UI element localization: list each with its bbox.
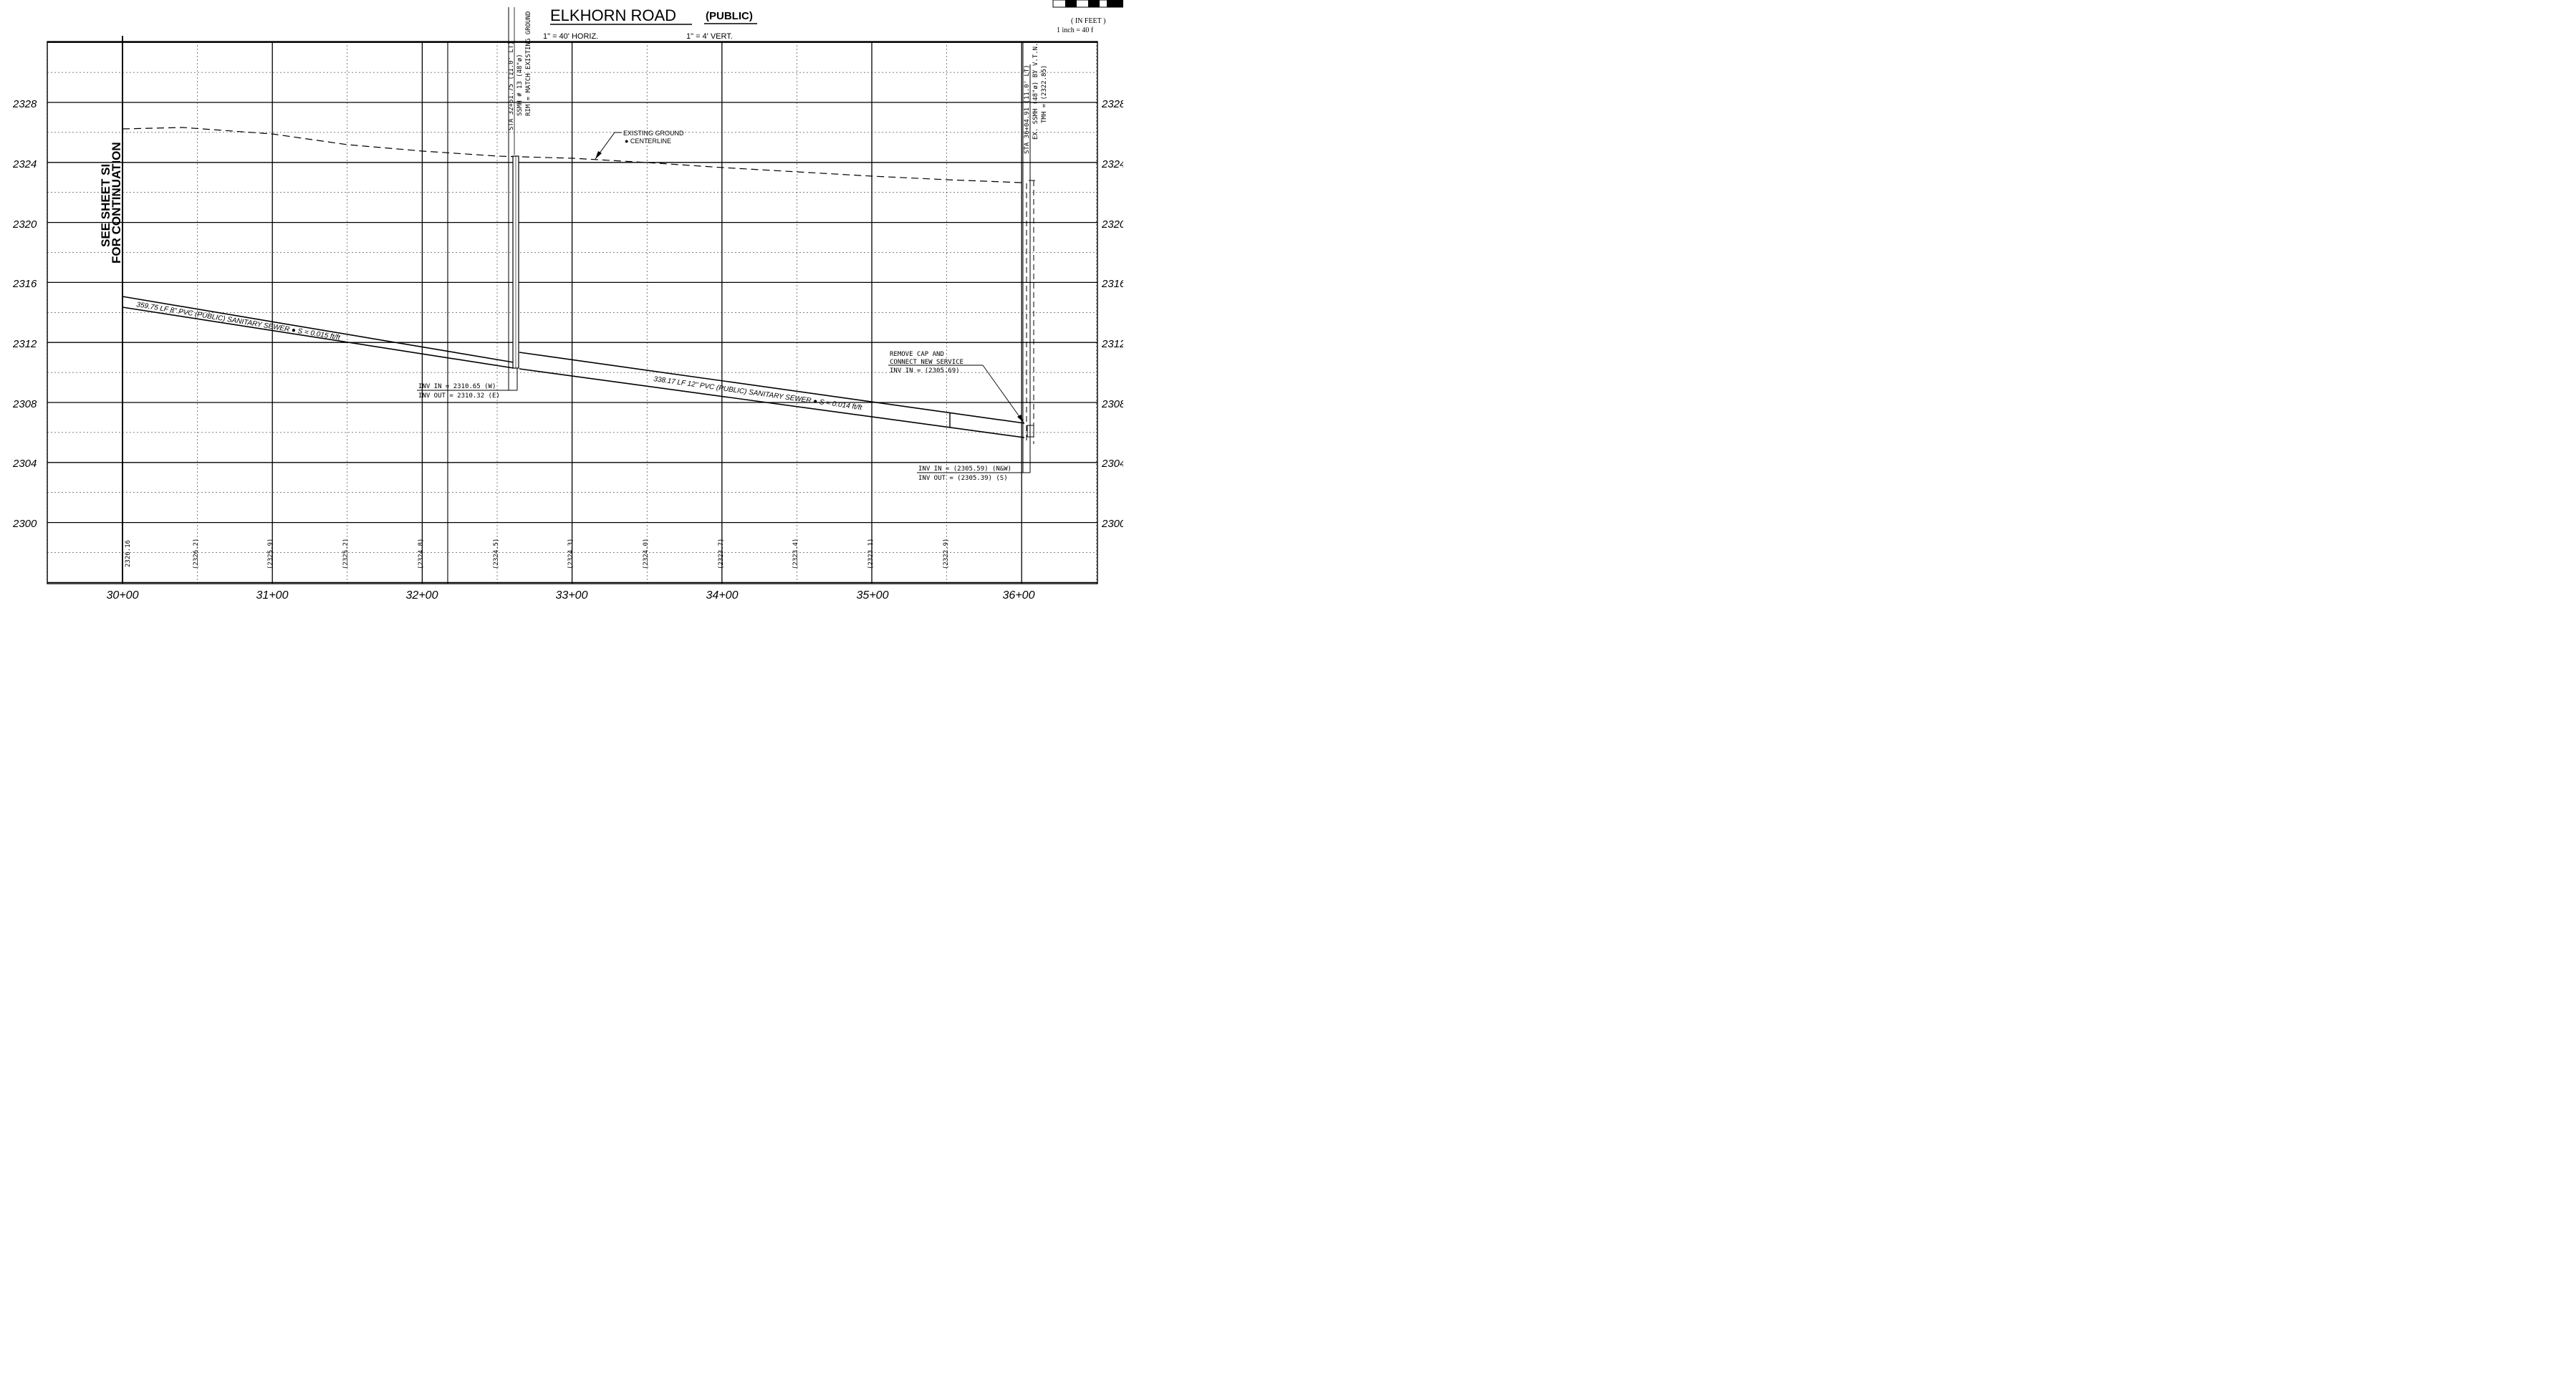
elevation-label: 2304 — [1101, 458, 1123, 470]
manhole-2-id: EX. SSMH (48"ø) BY V.T.N. — [1032, 43, 1039, 140]
elevation-label: 2320 — [12, 218, 37, 231]
ground-elevation: (2324.0) — [643, 539, 650, 569]
existing-ground-profile — [122, 127, 1022, 183]
elevation-label: 2316 — [1101, 278, 1123, 290]
station-label: 34+00 — [706, 589, 739, 602]
elevation-label: 2324 — [12, 158, 37, 170]
horizontal-scale-note: 1" = 40' HORIZ. — [543, 32, 598, 41]
manhole-1-station: STA 32+61.75 (11.0' LT) — [508, 41, 515, 130]
elevation-label: 2300 — [1101, 518, 1123, 530]
pipe-8in-label: 359.75 LF 8" PVC (PUBLIC) SANITARY SEWER… — [136, 301, 342, 342]
pipe-12in-pvc — [519, 352, 1025, 438]
elevation-label: 2328 — [12, 98, 37, 110]
ground-elevation: (2323.7) — [718, 539, 725, 569]
manhole-2-invert-in: INV IN = (2305.59) (N&W) — [918, 465, 1011, 473]
service-note-line1: REMOVE CAP AND — [890, 351, 944, 358]
ground-elevation: 2326.16 — [125, 540, 132, 567]
sewer-profile-drawing: ELKHORN ROAD (PUBLIC) 1" = 40' HORIZ. 1"… — [12, 0, 1123, 602]
station-label: 32+00 — [406, 589, 438, 602]
ground-elevation: (2325.9) — [267, 539, 274, 569]
elevation-label: 2300 — [12, 518, 37, 530]
manhole-2-rim: TMH = (2322.85) — [1041, 65, 1048, 123]
profile-subtitle: (PUBLIC) — [706, 10, 753, 22]
manhole-2-station: STA 36+04.91 (11.0' LT) — [1024, 64, 1031, 154]
graphic-scale-bar — [1052, 0, 1123, 8]
ground-elevation: (2326.2) — [193, 539, 200, 569]
elevation-label: 2320 — [1101, 218, 1123, 231]
manhole-2-invert-out: INV OUT = (2305.39) (S) — [918, 475, 1008, 482]
elevation-labels-right: 2328 2324 2320 2316 2312 2308 2304 2300 — [1101, 98, 1123, 530]
service-connection-callout: REMOVE CAP AND CONNECT NEW SERVICE INV I… — [888, 351, 1024, 423]
ground-elevation: (2324.5) — [493, 539, 500, 569]
service-note-line2: CONNECT NEW SERVICE — [890, 359, 963, 366]
station-label: 30+00 — [107, 589, 139, 602]
ground-elevation: (2325.2) — [342, 539, 350, 569]
ground-elevation-readouts: 2326.16 (2326.2) (2325.9) (2325.2) (2324… — [125, 539, 950, 569]
existing-ground-label: EXISTING GROUND — [623, 130, 684, 137]
elevation-labels-left: 2328 2324 2320 2316 2312 2308 2304 2300 — [12, 98, 37, 530]
manhole-1-invert-out: INV OUT = 2310.32 (E) — [418, 392, 500, 400]
elevation-label: 2308 — [1101, 398, 1123, 410]
scale-units: ( IN FEET ) — [1071, 17, 1105, 25]
station-label: 35+00 — [857, 589, 889, 602]
service-note-line3: INV IN = (2305.69) — [890, 367, 960, 375]
elevation-label: 2312 — [12, 338, 37, 350]
station-labels: 30+00 31+00 32+00 33+00 34+00 35+00 36+0… — [107, 589, 1035, 602]
elevation-label: 2312 — [1101, 338, 1123, 350]
profile-frame — [47, 41, 1098, 584]
manhole-ssmh-13 — [417, 7, 519, 391]
ground-elevation: (2324.8) — [418, 539, 425, 569]
ground-elevation: (2322.9) — [943, 539, 950, 569]
ground-elevation: (2323.1) — [868, 539, 875, 569]
profile-title: ELKHORN ROAD — [550, 6, 676, 24]
centerline-label: ● CENTERLINE — [625, 137, 671, 145]
station-label: 36+00 — [1003, 589, 1035, 602]
manhole-existing-ssmh — [917, 42, 1035, 473]
manhole-1-invert-in: INV IN = 2310.65 (W) — [418, 383, 496, 390]
pipe-8in-pvc — [122, 296, 514, 369]
continuation-note-line2: FOR CONTINUATION — [110, 142, 123, 264]
ground-elevation: (2323.4) — [792, 539, 799, 569]
scale-ratio: 1 inch = 40 f — [1057, 26, 1094, 34]
elevation-label: 2304 — [12, 458, 37, 470]
elevation-label: 2316 — [12, 278, 37, 290]
ground-elevation: (2324.3) — [567, 539, 575, 569]
vertical-scale-note: 1" = 4' VERT. — [686, 32, 733, 41]
existing-ground-callout: EXISTING GROUND ● CENTERLINE — [595, 130, 684, 160]
elevation-label: 2324 — [1101, 158, 1123, 170]
station-label: 33+00 — [556, 589, 588, 602]
continuation-note-line1: SEE SHEET SI — [99, 164, 112, 247]
station-label: 31+00 — [256, 589, 289, 602]
pipe-12in-label: 338.17 LF 12" PVC (PUBLIC) SANITARY SEWE… — [653, 375, 863, 412]
manhole-1-id: SSMH # 13 (48"ø) — [516, 54, 524, 116]
elevation-label: 2328 — [1101, 98, 1123, 110]
manhole-1-rim: RIM = MATCH EXISTING GROUND — [525, 11, 532, 116]
elevation-label: 2308 — [12, 398, 37, 410]
